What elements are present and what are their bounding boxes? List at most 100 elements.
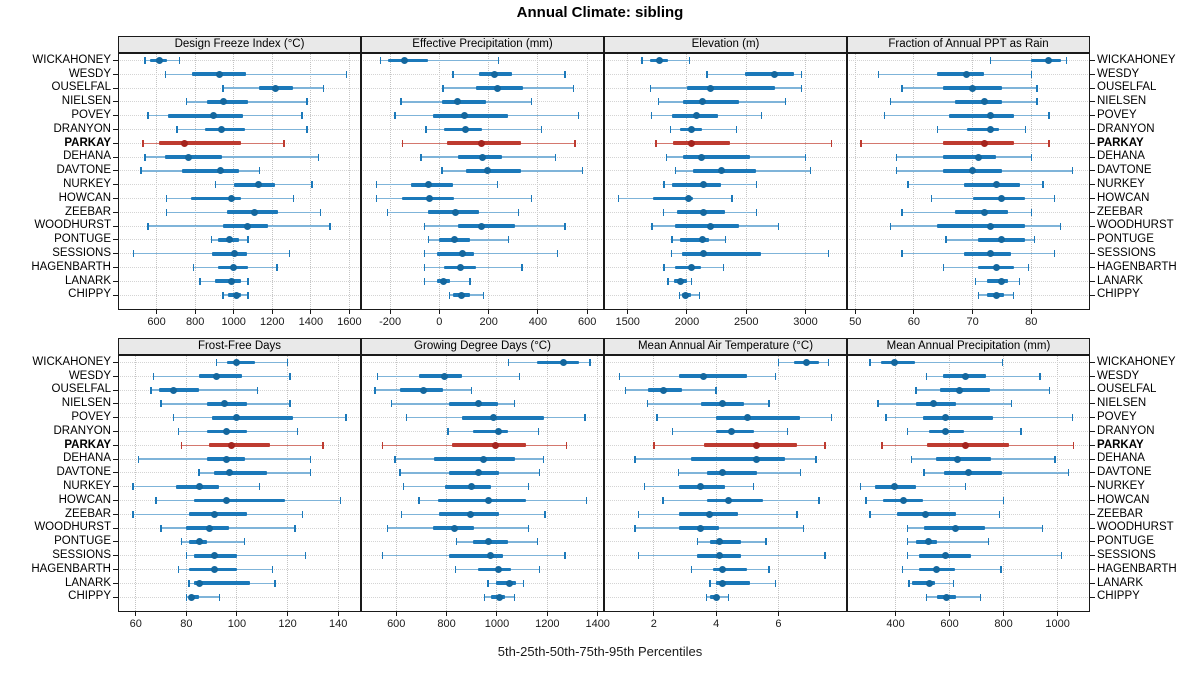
median-dot — [943, 593, 951, 601]
whisker-cap — [210, 236, 213, 244]
median-dot — [220, 400, 228, 408]
whisker-cap — [274, 579, 276, 587]
x-tick — [546, 612, 548, 616]
whisker-cap — [554, 153, 556, 161]
median-dot — [195, 538, 203, 546]
whisker-line — [165, 73, 347, 75]
whisker-cap — [539, 469, 541, 477]
x-tick-label: 60 — [129, 618, 142, 630]
median-dot — [506, 579, 514, 587]
median-dot — [474, 469, 482, 477]
row-guide — [120, 60, 359, 61]
whisker-cap — [998, 510, 1001, 518]
site-label-left: WOODHURST — [34, 521, 111, 534]
whisker-cap — [527, 524, 530, 532]
panel-plot-frame — [118, 354, 361, 612]
median-dot — [213, 372, 221, 380]
y-row-tick-right — [1090, 403, 1095, 405]
whisker-line — [656, 142, 832, 144]
row-guide — [849, 280, 1088, 282]
row-guide — [363, 389, 602, 391]
y-row-tick-right — [1090, 541, 1095, 543]
whisker-cap — [1054, 195, 1056, 202]
iqr-bar — [944, 471, 1003, 475]
x-tick — [597, 612, 599, 616]
whisker-cap — [144, 153, 146, 161]
median-dot — [921, 510, 929, 518]
whisker-cap — [447, 428, 449, 435]
x-tick — [653, 612, 655, 616]
median-dot — [195, 579, 203, 587]
y-row-tick-right — [1090, 101, 1095, 103]
whisker-cap — [1054, 250, 1056, 258]
whisker-cap — [400, 98, 402, 106]
site-label-left: HOWCAN — [58, 493, 111, 506]
whisker-line — [670, 128, 737, 131]
whisker-cap — [589, 359, 591, 366]
whisker-cap — [179, 57, 181, 64]
panel-strip-title: Effective Precipitation (mm) — [361, 35, 604, 53]
median-dot — [217, 126, 225, 133]
panel-plot-frame — [361, 52, 604, 310]
row-guide — [606, 389, 845, 391]
y-row-tick-right — [1090, 569, 1095, 570]
y-row-tick-left — [113, 115, 118, 117]
x-tick-label: 1000 — [1045, 618, 1070, 630]
whisker-cap — [309, 469, 312, 477]
site-label-right: NURKEY — [1097, 177, 1145, 190]
whisker-cap — [165, 195, 167, 202]
iqr-bar — [193, 581, 250, 586]
gridline-vertical — [389, 54, 391, 309]
x-tick — [310, 310, 312, 314]
median-dot — [890, 483, 898, 491]
x-tick — [949, 612, 951, 616]
gridline-vertical — [310, 54, 312, 309]
x-tick-label: 50 — [849, 316, 862, 328]
median-dot — [955, 386, 963, 394]
median-dot — [969, 84, 977, 92]
whisker-cap — [375, 181, 378, 189]
whisker-cap — [544, 510, 546, 518]
whisker-cap — [646, 400, 649, 408]
site-label-right: HOWCAN — [1097, 191, 1150, 204]
y-row-tick-left — [113, 60, 118, 61]
whisker-cap — [147, 112, 149, 120]
y-row-tick-left — [113, 472, 118, 474]
y-row-tick-right — [1090, 60, 1095, 61]
row-guide — [606, 362, 845, 363]
whisker-cap — [564, 70, 566, 78]
x-tick — [337, 612, 339, 616]
y-row-tick-right — [1090, 486, 1095, 488]
whisker-cap — [643, 483, 646, 491]
whisker-cap — [1001, 359, 1003, 366]
whisker-cap — [345, 414, 347, 422]
x-tick-label: 400 — [886, 618, 905, 630]
whisker-cap — [537, 428, 540, 435]
y-row-tick-left — [113, 280, 118, 282]
whisker-cap — [531, 98, 533, 106]
y-row-tick-left — [113, 569, 118, 570]
whisker-cap — [152, 372, 155, 380]
whisker-cap — [375, 195, 378, 202]
site-label-right: NURKEY — [1097, 479, 1145, 492]
whisker-cap — [178, 566, 180, 573]
whisker-cap — [824, 552, 826, 560]
whisker-cap — [198, 469, 200, 477]
x-tick-label: 140 — [329, 618, 348, 630]
whisker-cap — [1020, 428, 1022, 435]
y-row-tick-left — [113, 267, 118, 268]
whisker-cap — [869, 359, 871, 366]
gridline-vertical — [1003, 356, 1005, 611]
x-tick-label: 600 — [578, 316, 597, 328]
whisker-cap — [317, 153, 320, 161]
site-label-left: WESDY — [68, 67, 111, 80]
panel-strip-title: Design Freeze Index (°C) — [118, 35, 361, 53]
whisker-cap — [155, 497, 157, 504]
site-label-left: NURKEY — [63, 177, 111, 190]
gridline-vertical — [715, 356, 717, 611]
whisker-cap — [297, 428, 299, 435]
whisker-cap — [945, 236, 947, 244]
whisker-cap — [386, 208, 389, 216]
chart-title: Annual Climate: sibling — [516, 4, 684, 21]
whisker-cap — [662, 497, 664, 504]
